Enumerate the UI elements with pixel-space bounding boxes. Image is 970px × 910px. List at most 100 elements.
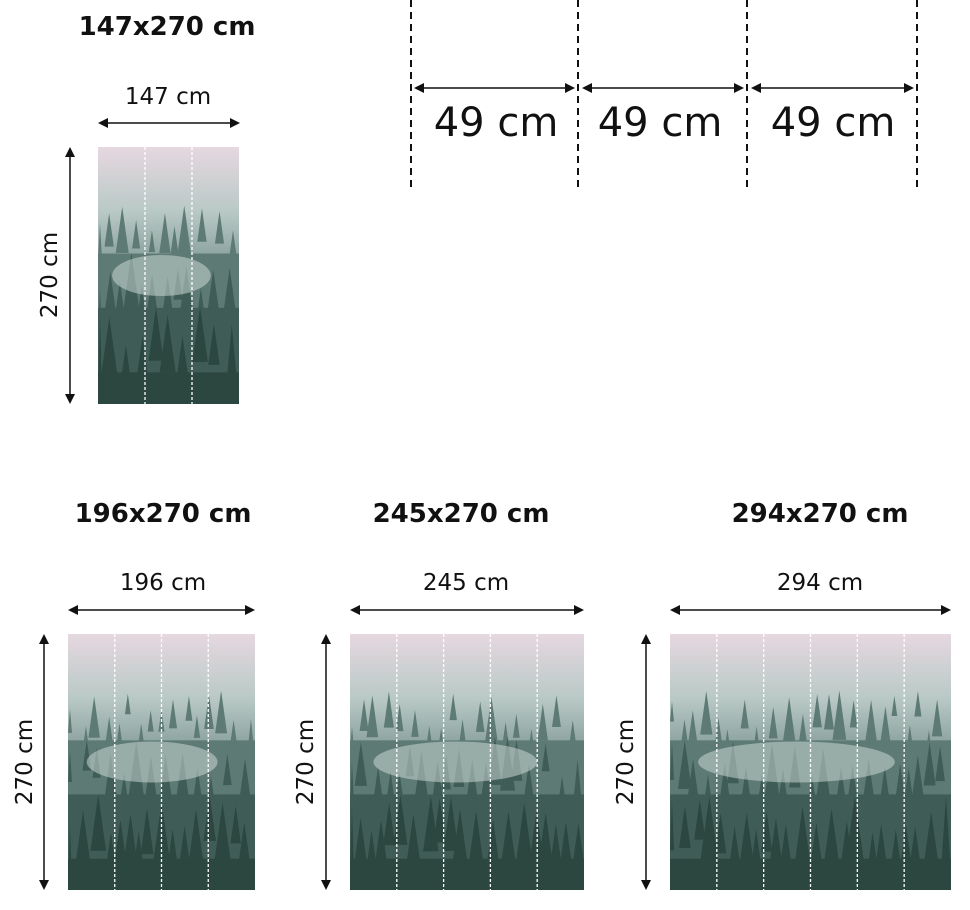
height-arrow-147-head-top	[65, 147, 75, 157]
height-arrow-2-head-bottom	[641, 880, 651, 890]
height-arrow-0-head-bottom	[39, 880, 49, 890]
tree	[148, 307, 164, 361]
tree	[501, 811, 516, 861]
height-label-245: 270 cm	[293, 718, 319, 806]
tree	[931, 699, 943, 737]
tree	[115, 206, 129, 254]
tree	[90, 794, 107, 851]
tree	[104, 271, 117, 314]
width-arrow-0-head-right	[245, 605, 255, 615]
width-arrow-147-head-left	[98, 118, 108, 128]
height-arrow-147-head-bottom	[65, 394, 75, 404]
tree	[484, 696, 499, 745]
tree	[670, 701, 674, 722]
width-label-294: 294 cm	[776, 570, 864, 596]
tree	[475, 701, 485, 732]
tree	[688, 710, 698, 744]
tree	[452, 809, 468, 863]
tree	[700, 690, 713, 735]
tree	[169, 225, 180, 261]
forest-image-0	[68, 634, 255, 890]
tree	[204, 694, 214, 730]
panel-width-label-1: 49 cm	[433, 100, 559, 146]
tree	[354, 742, 368, 786]
tree	[911, 755, 925, 802]
width-label-196: 196 cm	[119, 570, 207, 596]
width-arrow-1-head-left	[350, 605, 360, 615]
tree	[350, 760, 354, 805]
tree	[383, 691, 394, 728]
tree	[383, 802, 396, 846]
tree	[229, 230, 237, 259]
tree	[740, 699, 749, 729]
tree	[359, 699, 369, 731]
tree	[443, 797, 459, 851]
tree	[148, 229, 156, 253]
tree	[214, 802, 231, 861]
tree	[98, 223, 102, 260]
tree	[206, 269, 220, 317]
tree	[185, 695, 193, 721]
width-arrow-1-head-right	[574, 605, 584, 615]
panel-arrow-2-head-right	[734, 83, 744, 93]
mist	[112, 254, 211, 297]
height-arrow-1-head-bottom	[321, 880, 331, 890]
tree	[197, 208, 207, 242]
tree	[679, 806, 691, 848]
width-arrow-147-head-right	[230, 118, 240, 128]
height-arrow-1-head-top	[321, 634, 331, 644]
tree	[147, 710, 154, 732]
tree	[541, 743, 550, 772]
tree	[366, 695, 379, 738]
tree	[230, 805, 241, 844]
size-title-196: 196x270 cm	[74, 499, 252, 529]
size-title-245: 245x270 cm	[372, 499, 550, 529]
tree	[670, 741, 674, 780]
tree	[411, 710, 419, 737]
tree	[223, 267, 237, 315]
tree	[145, 273, 159, 319]
tree	[177, 205, 191, 254]
tree	[537, 703, 548, 741]
panel-arrow-1-head-right	[565, 83, 575, 93]
tree	[824, 693, 834, 730]
tree	[68, 709, 72, 733]
tree	[513, 713, 520, 738]
tree	[132, 219, 141, 249]
tree	[159, 212, 171, 254]
tree	[832, 690, 847, 740]
tree	[68, 750, 72, 783]
width-arrow-0-head-left	[68, 605, 78, 615]
tree	[879, 706, 892, 752]
tree	[203, 796, 217, 841]
size-title-294: 294x270 cm	[731, 499, 909, 529]
tree	[844, 796, 865, 867]
tree	[899, 824, 913, 868]
panel-arrow-1-head-left	[414, 83, 424, 93]
tree	[699, 796, 719, 865]
panel-width-label-3: 49 cm	[770, 100, 896, 146]
tree	[783, 697, 796, 742]
height-label-294: 270 cm	[613, 718, 639, 806]
tree	[891, 695, 898, 717]
tree	[798, 713, 808, 745]
forest-image-2	[670, 634, 951, 890]
tree-mass	[98, 372, 239, 404]
tree	[124, 693, 131, 715]
tree	[433, 798, 446, 843]
height-arrow-2-head-top	[641, 634, 651, 644]
tree	[677, 740, 692, 789]
size-title-147: 147x270 cm	[78, 12, 256, 42]
tree	[449, 693, 457, 721]
tree	[865, 699, 877, 742]
panel-arrow-3-head-right	[904, 83, 914, 93]
width-arrow-2-head-left	[670, 605, 680, 615]
width-label-147: 147 cm	[124, 84, 212, 110]
mist	[373, 741, 538, 783]
panel-arrow-2-head-left	[582, 83, 592, 93]
tree	[812, 693, 822, 728]
tree	[222, 754, 232, 786]
tree	[104, 213, 114, 247]
